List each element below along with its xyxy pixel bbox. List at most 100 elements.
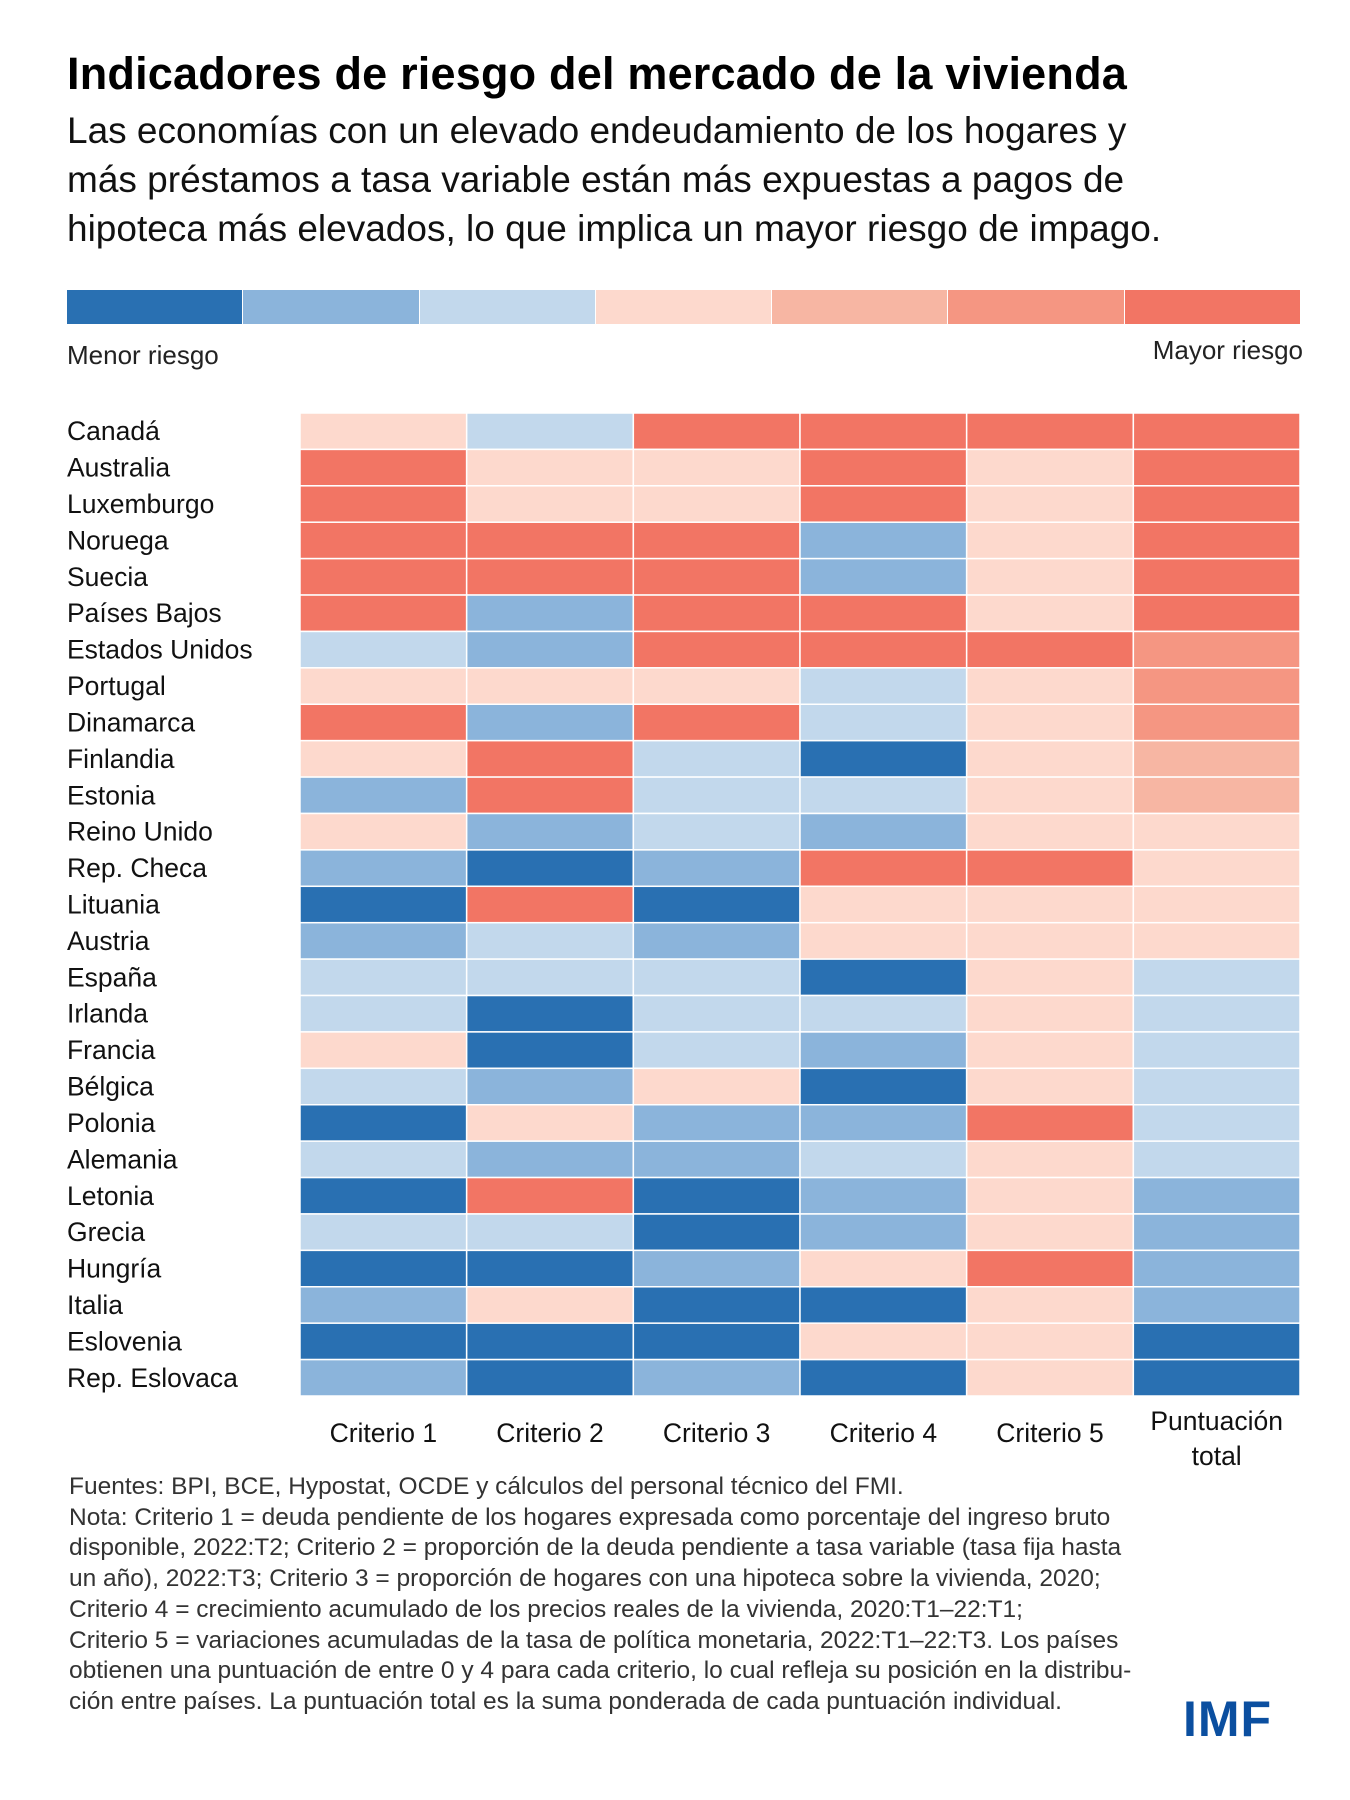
heatmap-cell: [799, 1286, 968, 1324]
heatmap-cell: [299, 594, 468, 633]
heatmap-cell: [1132, 1322, 1301, 1361]
heatmap-cell: [465, 958, 635, 997]
heatmap-cell: [632, 667, 801, 706]
heatmap-cell: [1132, 412, 1301, 451]
heatmap-cell: [799, 1031, 968, 1070]
heatmap-cell: [1132, 849, 1301, 888]
heatmap-cell: [299, 885, 468, 924]
footnote: Fuentes: BPI, BCE, Hypostat, OCDE y cálc…: [69, 1472, 1299, 1718]
row-label: Canadá: [67, 416, 160, 446]
heatmap-cell: [299, 667, 468, 706]
row-label: Italia: [67, 1290, 123, 1320]
column-label: Criterio 2: [496, 1418, 604, 1448]
heatmap-cell: [799, 1103, 968, 1142]
heatmap-cell: [299, 521, 468, 560]
heatmap-cell: [299, 703, 468, 742]
heatmap-cell: [632, 1322, 801, 1361]
heatmap-cell: [799, 776, 968, 815]
heatmap-cell: [1132, 739, 1301, 778]
heatmap-cell: [632, 739, 801, 778]
heatmap-cell: [632, 849, 801, 888]
heatmap-cell: [465, 630, 635, 669]
heatmap-cell: [632, 1286, 801, 1324]
heatmap-cell: [632, 1358, 801, 1397]
heatmap-cell: [465, 485, 635, 523]
row-label: Eslovenia: [67, 1326, 182, 1356]
row-label: Letonia: [67, 1181, 154, 1211]
heatmap-cell: [1132, 1103, 1301, 1142]
footnote-line: Fuentes: BPI, BCE, Hypostat, OCDE y cálc…: [69, 1473, 904, 1500]
heatmap-cell: [299, 1103, 468, 1142]
row-label: Francia: [67, 1035, 156, 1065]
footnote-line: un año), 2022:T3; Criterio 3 = proporció…: [69, 1565, 1101, 1593]
row-label: Noruega: [67, 525, 169, 555]
heatmap-cell: [1132, 1140, 1301, 1179]
heatmap-cell: [299, 557, 468, 596]
heatmap-cell: [465, 1322, 635, 1361]
heatmap-cell: [1132, 812, 1301, 851]
heatmap-cell: [1132, 521, 1301, 560]
heatmap-cell: [465, 1031, 635, 1070]
heatmap-cell: [799, 1213, 968, 1252]
row-label: Grecia: [67, 1217, 145, 1247]
heatmap-cell: [465, 448, 635, 487]
legend-swatch: [67, 290, 244, 324]
heatmap-cell: [965, 557, 1135, 596]
heatmap-cell: [465, 703, 635, 742]
heatmap-cell: [799, 557, 968, 596]
heatmap-cell: [632, 776, 801, 815]
heatmap-cell: [465, 1249, 635, 1288]
heatmap-cell: [1132, 1286, 1301, 1324]
heatmap-cell: [965, 885, 1135, 924]
heatmap-cell: [465, 921, 635, 960]
heatmap-cell: [299, 849, 468, 888]
row-label: España: [67, 962, 157, 992]
row-label: Estados Unidos: [67, 635, 253, 665]
heatmap-cell: [465, 812, 635, 851]
heatmap-cell: [965, 776, 1135, 815]
heatmap-cell: [632, 1031, 801, 1070]
heatmap-cell: [1132, 958, 1301, 997]
heatmap-cell: [465, 667, 635, 706]
heatmap-cell: [632, 885, 801, 924]
heatmap-cell: [799, 1358, 968, 1397]
heatmap-cell: [632, 958, 801, 997]
subtitle-line: Las economías con un elevado endeudamien…: [67, 110, 1127, 151]
heatmap-cell: [965, 703, 1135, 742]
heatmap-cell: [799, 485, 968, 523]
heatmap-cell: [799, 812, 968, 851]
heatmap-cell: [465, 776, 635, 815]
footnote-line: Criterio 5 = variaciones acumuladas de l…: [69, 1626, 1119, 1654]
footnote-line: disponible, 2022:T2; Criterio 2 = propor…: [69, 1534, 1122, 1562]
row-label: Países Bajos: [67, 598, 222, 628]
heatmap-cell: [1132, 448, 1301, 487]
heatmap-cell: [299, 1140, 468, 1179]
legend-high-label: Mayor riesgo: [1152, 335, 1303, 365]
heatmap-cell: [799, 703, 968, 742]
subtitle-line: más préstamos a tasa variable están más …: [67, 159, 1125, 200]
heatmap-cell: [1132, 1031, 1301, 1070]
heatmap-cell: [1132, 594, 1301, 633]
heatmap-cell: [965, 921, 1135, 960]
legend-swatch: [419, 290, 596, 324]
heatmap-cell: [465, 849, 635, 888]
heatmap-cell: [465, 1213, 635, 1252]
heatmap-cell: [965, 630, 1135, 669]
heatmap-cell: [1132, 921, 1301, 960]
heatmap-cell: [465, 1176, 635, 1215]
heatmap-cell: [465, 521, 635, 560]
heatmap-cell: [465, 1140, 635, 1179]
heatmap-cell: [465, 557, 635, 596]
heatmap-cell: [1132, 776, 1301, 815]
row-label: Irlanda: [67, 999, 148, 1029]
row-label: Bélgica: [67, 1072, 154, 1102]
column-label: Criterio 3: [663, 1418, 771, 1448]
heatmap-cell: [799, 1176, 968, 1215]
heatmap-cell: [299, 776, 468, 815]
heatmap-cell: [632, 812, 801, 851]
heatmap-cell: [965, 1067, 1135, 1106]
heatmap-cell: [1132, 1249, 1301, 1288]
column-label-line: total: [1192, 1441, 1242, 1471]
heatmap-cell: [799, 521, 968, 560]
heatmap-cell: [465, 739, 635, 778]
